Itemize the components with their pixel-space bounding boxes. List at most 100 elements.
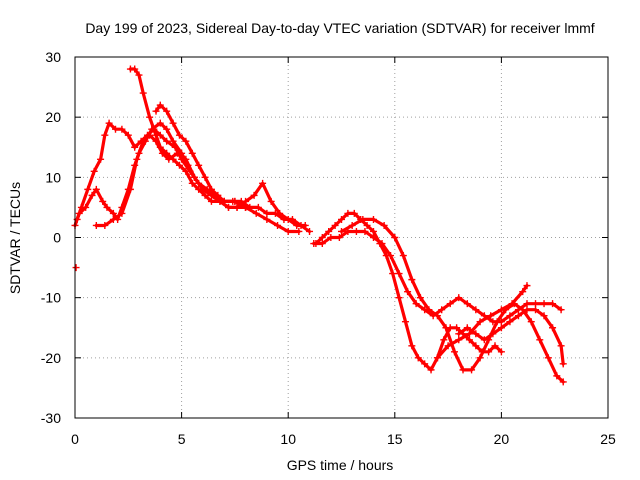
chart-title: Day 199 of 2023, Sidereal Day-to-day VTE… bbox=[85, 20, 594, 36]
data-point bbox=[549, 300, 557, 308]
series-line bbox=[435, 284, 529, 360]
data-point bbox=[532, 300, 540, 308]
data-point bbox=[252, 209, 260, 217]
data-point bbox=[225, 203, 233, 211]
data-point bbox=[421, 360, 429, 368]
data-point bbox=[335, 234, 343, 241]
data-point bbox=[497, 324, 505, 332]
data-point bbox=[508, 300, 516, 308]
series-line bbox=[154, 103, 312, 234]
data-point bbox=[369, 234, 377, 241]
data-point bbox=[284, 227, 292, 235]
data-point bbox=[557, 342, 565, 350]
data-point bbox=[163, 107, 171, 115]
data-point bbox=[536, 336, 544, 344]
data-point bbox=[444, 342, 452, 350]
data-point bbox=[274, 221, 282, 229]
data-point bbox=[416, 294, 424, 302]
data-point bbox=[156, 143, 164, 151]
data-point bbox=[395, 294, 403, 302]
data-point bbox=[175, 161, 183, 169]
data-point bbox=[472, 342, 480, 350]
data-point bbox=[369, 215, 377, 223]
data-point bbox=[395, 270, 403, 278]
data-point bbox=[327, 234, 335, 241]
data-point bbox=[207, 185, 215, 193]
data-point bbox=[427, 366, 435, 374]
y-axis-label: SDTVAR / TECUs bbox=[7, 182, 23, 294]
data-point bbox=[254, 203, 262, 211]
data-point bbox=[267, 197, 275, 205]
data-point bbox=[163, 125, 171, 133]
data-point bbox=[359, 215, 367, 223]
data-point bbox=[523, 306, 531, 314]
data-point bbox=[559, 360, 567, 368]
series-line bbox=[314, 211, 503, 372]
x-tick-label: 25 bbox=[600, 431, 616, 447]
data-point bbox=[391, 234, 399, 241]
data-point bbox=[182, 167, 190, 175]
data-point bbox=[363, 221, 371, 229]
data-point bbox=[171, 143, 179, 151]
data-point bbox=[389, 270, 397, 278]
data-point bbox=[280, 215, 288, 223]
x-tick-label: 5 bbox=[178, 431, 186, 447]
data-point bbox=[297, 221, 305, 229]
data-point bbox=[77, 203, 85, 211]
data-point bbox=[557, 306, 565, 314]
data-point bbox=[380, 221, 388, 229]
data-point bbox=[442, 324, 450, 332]
data-point bbox=[101, 221, 109, 229]
data-point bbox=[489, 330, 497, 338]
data-point bbox=[414, 354, 422, 362]
data-point bbox=[523, 282, 531, 290]
data-point bbox=[348, 221, 356, 229]
data-point bbox=[338, 227, 345, 235]
data-point bbox=[288, 215, 296, 223]
y-tick-label: 0 bbox=[53, 230, 61, 246]
data-point bbox=[152, 107, 160, 115]
data-point bbox=[173, 149, 181, 157]
data-point bbox=[540, 300, 548, 308]
data-point bbox=[152, 131, 160, 139]
data-point bbox=[532, 306, 540, 314]
data-point bbox=[408, 342, 416, 350]
data-point bbox=[491, 342, 499, 350]
data-point bbox=[506, 318, 514, 326]
data-point bbox=[237, 197, 245, 205]
data-point bbox=[401, 318, 409, 326]
series-line bbox=[312, 229, 563, 324]
data-point bbox=[124, 131, 132, 139]
data-point bbox=[135, 71, 143, 79]
series-arc-9 bbox=[455, 306, 567, 368]
data-point bbox=[463, 324, 471, 332]
data-point bbox=[146, 113, 154, 121]
data-point bbox=[506, 312, 514, 320]
data-point bbox=[182, 155, 190, 163]
data-point bbox=[92, 185, 100, 193]
data-point bbox=[246, 203, 254, 211]
data-point bbox=[325, 227, 333, 235]
data-point bbox=[97, 155, 105, 163]
data-point bbox=[361, 227, 369, 235]
y-tick-label: 10 bbox=[45, 169, 61, 185]
data-point bbox=[425, 306, 433, 314]
data-point bbox=[126, 185, 134, 193]
data-point bbox=[465, 336, 473, 344]
data-point bbox=[497, 348, 505, 356]
x-tick-labels: 0 5 10 15 20 25 bbox=[71, 431, 616, 447]
data-point bbox=[99, 197, 107, 205]
data-point bbox=[195, 161, 203, 169]
data-point bbox=[169, 119, 177, 127]
data-point bbox=[378, 240, 386, 248]
data-point bbox=[433, 354, 441, 362]
data-point bbox=[468, 366, 476, 374]
data-point bbox=[101, 131, 109, 139]
y-tick-label: 20 bbox=[45, 109, 61, 125]
data-point bbox=[318, 234, 326, 241]
data-point bbox=[131, 143, 139, 151]
series-arc-8 bbox=[338, 215, 567, 386]
data-point bbox=[331, 221, 339, 229]
data-point bbox=[72, 264, 80, 272]
